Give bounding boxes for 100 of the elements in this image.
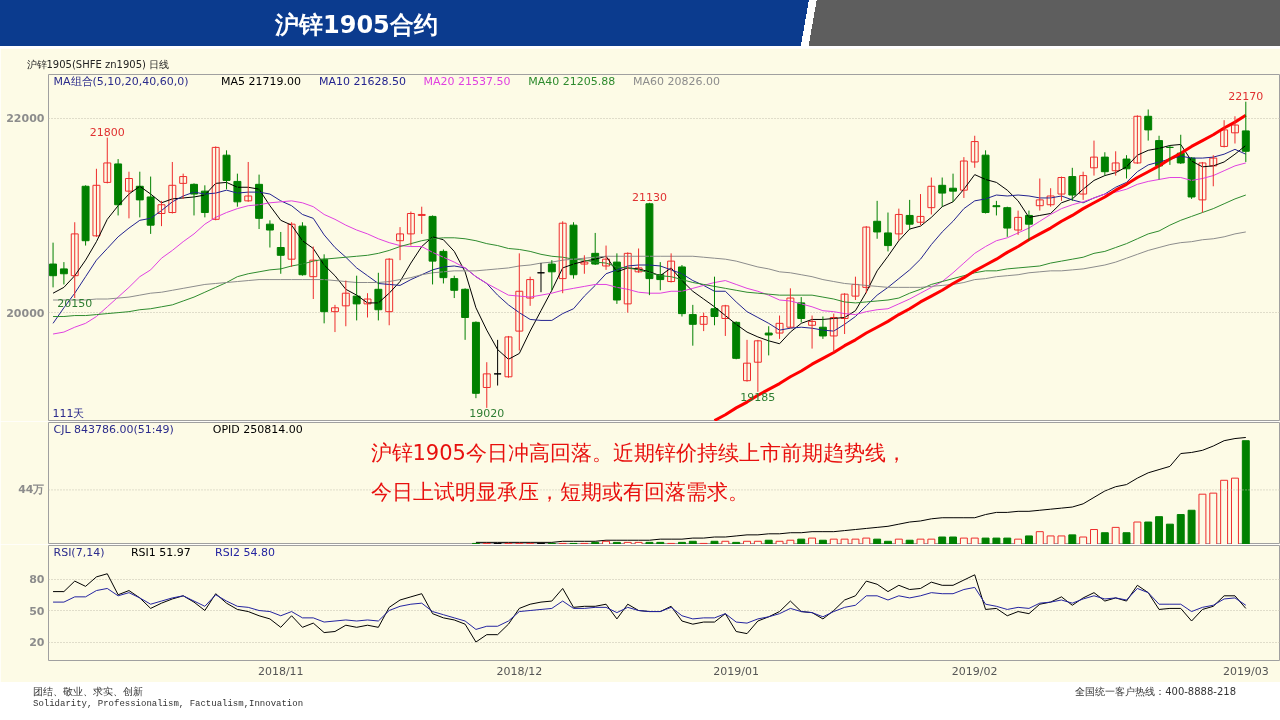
candlestick xyxy=(428,214,437,285)
bar xyxy=(1144,521,1153,544)
candlestick xyxy=(417,206,426,235)
bar xyxy=(905,539,914,544)
ref-line-label: 44万 xyxy=(18,483,45,497)
line-series xyxy=(52,194,1247,318)
text: 全国统一客户热线：400-8888-218 xyxy=(1075,685,1236,699)
x-tick-label: 2019/02 xyxy=(951,664,998,678)
annotation: 21800 xyxy=(89,125,125,139)
text: OPID 250814.00 xyxy=(212,423,303,436)
bar xyxy=(612,541,621,544)
bar xyxy=(1176,514,1185,544)
legend-title: CJL 843786.00(51:49) xyxy=(53,423,174,436)
text: MA5 21719.00 xyxy=(221,75,302,88)
text: RSI2 54.80 xyxy=(215,546,275,559)
candlestick xyxy=(482,361,491,409)
candlestick xyxy=(1100,151,1109,177)
x-tick-label: 2018/11 xyxy=(257,664,304,678)
bar xyxy=(1024,535,1033,544)
text: Solidarity, Professionalism, Factualism,Innovation xyxy=(33,698,304,711)
text: RSI1 51.97 xyxy=(130,546,191,559)
candlestick xyxy=(981,149,990,214)
candlestick xyxy=(179,173,188,200)
candlestick xyxy=(905,199,914,231)
y-tick-label: 20 xyxy=(29,636,45,650)
chart-title: 沪锌1905合约 xyxy=(275,10,438,41)
bar xyxy=(873,538,882,544)
candlestick xyxy=(699,312,708,332)
candlestick xyxy=(244,161,253,203)
candlestick xyxy=(276,231,285,275)
text: MA10 21628.50 xyxy=(318,75,406,88)
candlestick xyxy=(103,137,112,184)
bar xyxy=(1003,537,1012,544)
candlestick xyxy=(547,259,556,291)
bar xyxy=(1187,509,1196,544)
bar xyxy=(949,536,958,544)
candlestick xyxy=(1144,108,1153,142)
candlestick xyxy=(1187,156,1196,200)
bar xyxy=(656,541,665,544)
candlestick xyxy=(851,276,860,301)
annotation: 今日上试明显承压，短期或有回落需求。 xyxy=(370,479,749,504)
bar xyxy=(1241,440,1250,544)
text: MA60 20826.00 xyxy=(632,75,720,88)
candlestick xyxy=(569,221,578,280)
y-tick-label: 22000 xyxy=(6,112,45,126)
candlestick xyxy=(764,325,773,356)
candlestick xyxy=(645,202,654,296)
candlestick xyxy=(970,135,979,169)
legend-title: MA组合(5,10,20,40,60,0) xyxy=(53,75,189,88)
bar xyxy=(1155,516,1164,544)
bar xyxy=(1165,523,1174,544)
candlestick xyxy=(1035,178,1044,212)
bar xyxy=(732,541,741,544)
text: 团结、敬业、求实、创新 xyxy=(33,685,143,699)
candlestick xyxy=(894,208,903,242)
candlestick xyxy=(786,287,795,329)
line-series xyxy=(52,231,1247,301)
bar xyxy=(992,537,1001,544)
bar xyxy=(981,537,990,544)
candlestick xyxy=(298,221,307,277)
y-tick-label: 80 xyxy=(29,573,45,586)
bar xyxy=(1068,534,1077,544)
annotation: 沪锌1905今日冲高回落。近期锌价持续上市前期趋势线， xyxy=(370,440,907,465)
candlestick xyxy=(504,335,513,379)
x-tick-label: 2019/01 xyxy=(713,664,760,678)
bar xyxy=(645,541,654,544)
text: MA20 21537.50 xyxy=(423,75,511,88)
annotation: 111天 xyxy=(52,407,85,420)
line-series xyxy=(712,113,1248,421)
bar xyxy=(710,540,719,544)
line-series xyxy=(52,586,1247,630)
annotation: 21130 xyxy=(631,190,667,204)
candlestick xyxy=(688,304,697,347)
bar xyxy=(938,536,947,544)
candlestick xyxy=(938,177,947,208)
candlestick xyxy=(287,221,296,268)
chart-subtitle: 沪锌1905(SHFE zn1905) 日线 xyxy=(26,58,170,70)
bar xyxy=(764,539,773,544)
bar xyxy=(1122,532,1131,544)
candlestick xyxy=(710,276,719,326)
y-tick-label: 20000 xyxy=(6,306,45,320)
candlestick xyxy=(1198,161,1207,214)
candlestick xyxy=(81,184,90,247)
text: MA40 21205.88 xyxy=(528,75,616,88)
line-series xyxy=(52,573,1247,643)
candlestick xyxy=(992,200,1001,216)
candlestick xyxy=(1068,167,1077,202)
candlestick xyxy=(92,168,101,238)
bar xyxy=(591,541,600,544)
candlestick xyxy=(580,254,589,275)
candlestick xyxy=(450,275,459,299)
candlestick xyxy=(222,149,231,190)
legend-title: RSI(7,14) xyxy=(53,546,105,559)
candlestick xyxy=(916,193,925,226)
bar xyxy=(797,538,806,544)
bar xyxy=(688,540,697,544)
x-tick-label: 2018/12 xyxy=(496,664,543,678)
bar xyxy=(1100,532,1109,544)
x-tick-label: 2019/03 xyxy=(1222,664,1269,678)
bar xyxy=(884,540,892,544)
